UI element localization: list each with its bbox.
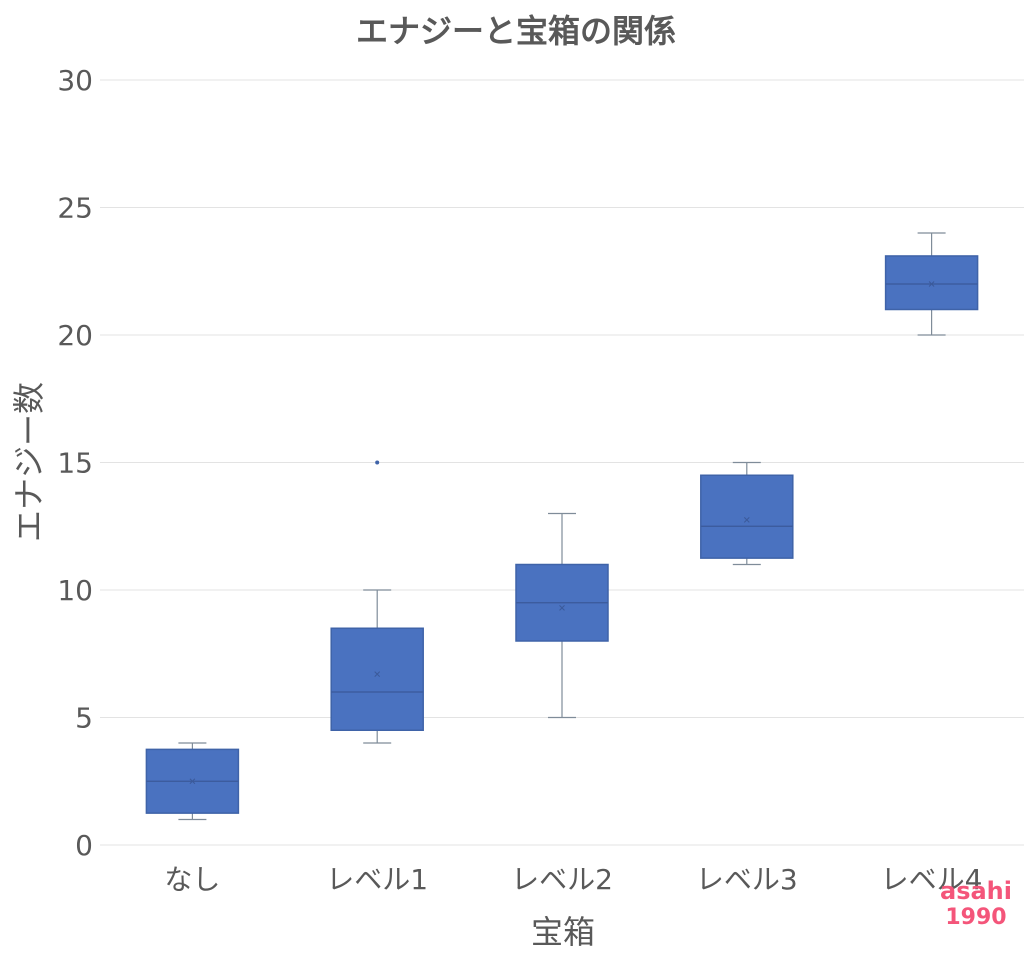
iqr-box: [884, 255, 979, 311]
x-tick-label: レベル2: [511, 863, 613, 896]
x-tick-labels: なし レベル1 レベル2 レベル3 レベル4: [164, 863, 982, 896]
y-tick-label: 0: [75, 829, 93, 862]
mean-marker: [743, 517, 750, 523]
watermark-line2: 1990: [945, 905, 1006, 930]
box-group-0: [145, 742, 240, 821]
mean-marker: [928, 281, 935, 287]
box-group-4: [884, 232, 979, 336]
chart-title: エナジーと宝箱の関係: [356, 12, 676, 50]
x-tick-label: レベル3: [696, 863, 798, 896]
iqr-box: [330, 627, 424, 731]
watermark-logo: asahi 1990: [940, 877, 1012, 930]
y-tick-label: 20: [57, 319, 93, 352]
iqr-box: [700, 474, 794, 559]
y-tick-label: 10: [57, 574, 93, 607]
boxes: [145, 232, 979, 821]
grid-lines: [100, 79, 1024, 846]
y-tick-labels: 0 5 10 15 20 25 30: [57, 64, 93, 862]
y-tick-label: 25: [57, 192, 93, 225]
outlier-point: [375, 460, 380, 465]
box-group-3: [700, 461, 794, 566]
box-group-2: [515, 512, 609, 719]
x-tick-label: レベル4: [881, 863, 983, 896]
watermark-line1: asahi: [940, 877, 1012, 905]
mean-marker: [374, 671, 381, 678]
box-group-1: [330, 460, 424, 744]
y-axis-label: エナジー数: [10, 382, 48, 542]
mean-marker: [189, 778, 196, 785]
y-tick-label: 15: [57, 447, 93, 480]
x-tick-label: なし: [164, 863, 220, 896]
y-tick-label: 30: [57, 64, 93, 97]
y-tick-label: 5: [75, 702, 93, 735]
x-tick-label: レベル1: [326, 863, 428, 896]
x-axis-label: 宝箱: [531, 913, 595, 951]
mean-marker: [559, 604, 565, 611]
